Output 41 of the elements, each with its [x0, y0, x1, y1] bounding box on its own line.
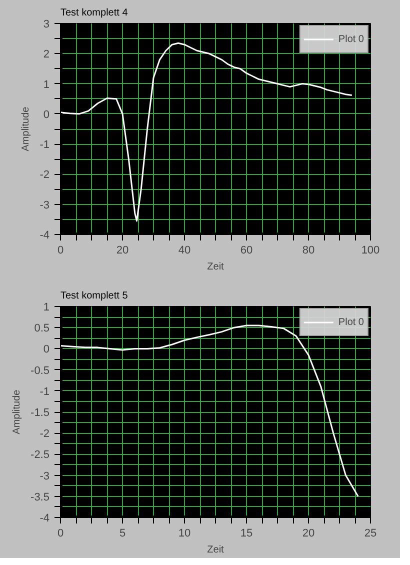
- y-tick-label: -1: [40, 386, 50, 398]
- x-tick-label: 100: [361, 244, 380, 256]
- y-tick-label: 1: [43, 302, 50, 314]
- chart-title: Test komplett 5: [60, 290, 128, 302]
- x-tick-label: 5: [119, 528, 126, 540]
- x-tick-label: 25: [364, 528, 377, 540]
- x-tick-label: 60: [240, 244, 253, 256]
- y-tick-label: -2: [40, 428, 50, 440]
- chart-title: Test komplett 4: [60, 8, 128, 18]
- y-tick-label: -4: [40, 230, 50, 242]
- x-axis-title: Zeit: [207, 262, 224, 272]
- line-series: [60, 324, 359, 498]
- y-tick-label: 0.5: [34, 322, 50, 335]
- x-tick-label: 15: [240, 528, 253, 540]
- x-tick-label: 20: [302, 528, 315, 540]
- legend-label: Plot 0: [338, 34, 364, 44]
- y-tick-label: -4: [40, 512, 50, 524]
- line-series: [60, 42, 353, 222]
- y-tick-label: 1: [43, 78, 50, 91]
- x-tick-label: 0: [57, 244, 64, 256]
- y-tick-label: -3: [40, 199, 50, 212]
- x-tick-label: 10: [178, 528, 191, 540]
- x-tick-label: 0: [57, 528, 64, 540]
- y-tick-label: 2: [43, 48, 50, 61]
- x-tick-label: 80: [302, 244, 315, 256]
- legend-label: Plot 0: [338, 316, 364, 328]
- y-axis-title: Amplitude: [20, 106, 32, 152]
- y-tick-label: -3.5: [30, 491, 50, 504]
- y-tick-label: 0: [43, 108, 50, 121]
- y-tick-label: -1: [40, 139, 50, 152]
- y-tick-label: -2: [40, 169, 50, 182]
- y-tick-label: -1.5: [30, 407, 50, 419]
- y-tick-label: -2.5: [30, 449, 50, 462]
- x-axis-title: Zeit: [207, 544, 224, 556]
- y-tick-label: -0.5: [30, 364, 50, 377]
- x-tick-label: 40: [178, 244, 191, 256]
- x-tick-label: 20: [116, 244, 129, 256]
- y-tick-label: 0: [43, 344, 50, 356]
- y-axis-title: Amplitude: [12, 389, 23, 434]
- y-tick-label: 3: [43, 18, 50, 30]
- y-tick-label: -3: [40, 470, 50, 482]
